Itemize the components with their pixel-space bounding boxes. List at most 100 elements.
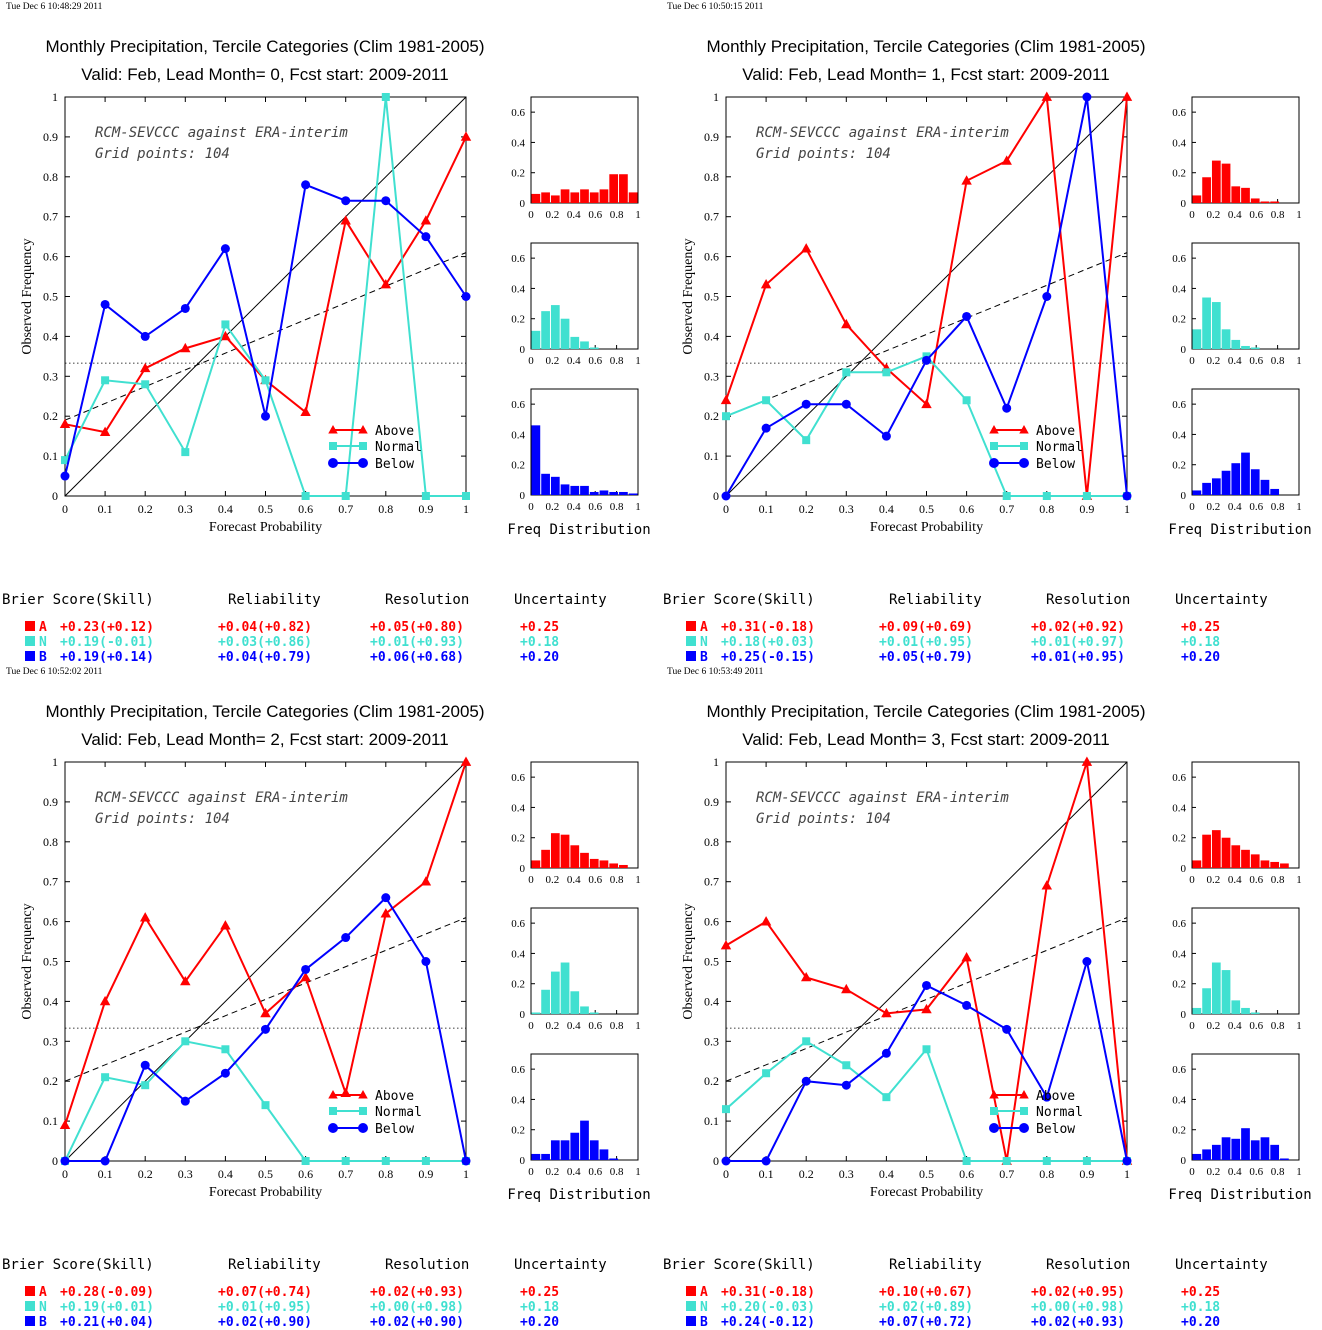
point-below [301, 180, 311, 190]
point-above [460, 131, 472, 141]
point-above [1001, 155, 1012, 165]
legend-label-below: Below [1036, 1122, 1075, 1137]
histogram-bar-above [1270, 201, 1280, 203]
histogram-x-tick-label: 0.6 [1249, 209, 1263, 221]
histogram-x-tick-label: 1 [635, 501, 641, 513]
histogram-bar-above [1250, 854, 1260, 868]
point-below [341, 196, 351, 206]
y-tick-label: 1 [713, 755, 719, 769]
y-tick-label: 0.2 [43, 409, 58, 423]
histogram-bar-below [599, 490, 609, 495]
point-above [139, 912, 151, 922]
point-below [922, 980, 931, 990]
point-normal [962, 1157, 971, 1165]
histogram-bar-normal [1211, 962, 1221, 1014]
score-value-normal-1: +0.01(+0.95) [218, 1300, 312, 1315]
histogram-normal: 0 0.2 0.4 0.6 0 0.2 0.4 0.6 0.8 1 [511, 242, 641, 367]
point-above [841, 983, 852, 994]
point-normal [1082, 492, 1091, 500]
histogram-bar-below [1192, 1153, 1202, 1160]
point-above [220, 330, 231, 341]
histogram-y-tick-label: 0.6 [511, 918, 525, 930]
y-tick-label: 0.1 [43, 449, 58, 463]
score-letter-below: B [700, 1315, 708, 1330]
histogram-y-tick-label: 0.2 [511, 314, 525, 326]
point-normal [722, 412, 730, 421]
histogram-x-tick-label: 0.8 [1271, 874, 1285, 886]
histogram-y-tick-label: 0.2 [1172, 979, 1186, 991]
timestamp: Tue Dec 6 10:52:02 2011 [6, 667, 103, 677]
point-above [300, 406, 311, 417]
point-below [461, 1156, 471, 1166]
score-header-0: Brier Score(Skill) [663, 1257, 815, 1273]
score-value-normal-1: +0.03(+0.86) [218, 635, 312, 650]
score-swatch-normal [25, 636, 35, 646]
legend-marker-above [1019, 1090, 1029, 1099]
point-above [760, 916, 772, 926]
histogram-y-tick-label: 0 [1181, 344, 1187, 356]
point-normal [181, 1037, 190, 1046]
x-tick-label: 0.8 [378, 1167, 393, 1181]
legend-marker-above [1019, 425, 1029, 434]
histogram-y-tick-label: 0.4 [511, 1094, 525, 1106]
perfect-reliability-line [725, 761, 1128, 1162]
y-axis-label: Observed Frequency [20, 238, 35, 354]
score-value-above-2: +0.05(+0.80) [370, 620, 464, 635]
histogram-bar-below [550, 476, 560, 495]
no-skill-line [64, 917, 467, 1082]
point-above [1041, 91, 1053, 101]
point-below [100, 299, 110, 309]
point-above [800, 971, 812, 982]
y-tick-label: 0.8 [43, 835, 58, 849]
legend-label-above: Above [375, 1089, 414, 1104]
histogram-y-tick-label: 0.6 [1172, 772, 1186, 784]
histogram-x-tick-label: 0.6 [588, 209, 602, 221]
histogram-bar-below [1270, 1144, 1280, 1160]
y-tick-label: 0.2 [43, 1074, 58, 1088]
score-value-normal-3: +0.18 [1181, 1300, 1220, 1315]
score-value-normal-3: +0.18 [520, 1300, 559, 1315]
x-tick-label: 0.7 [338, 1167, 353, 1181]
histogram-bar-below [1211, 478, 1221, 495]
legend-label-above: Above [375, 424, 414, 439]
point-above [1041, 880, 1053, 890]
histogram-y-tick-label: 0 [520, 490, 526, 502]
score-header-2: Resolution [385, 592, 469, 608]
chart-subtitle: Valid: Feb, Lead Month= 0, Fcst start: 2… [81, 65, 448, 84]
histogram-bar-normal [1250, 347, 1260, 349]
histogram-y-tick-label: 0.4 [1172, 802, 1186, 814]
score-header-3: Uncertainty [1175, 592, 1268, 608]
point-below [881, 1048, 891, 1058]
point-above [720, 394, 732, 405]
score-value-below-0: +0.19(+0.14) [60, 650, 154, 665]
histogram-bar-above [1202, 834, 1211, 868]
histogram-above: 0 0.2 0.4 0.6 0 0.2 0.4 0.6 0.8 1 [511, 761, 641, 886]
point-above [300, 971, 311, 982]
legend-marker-normal [359, 1107, 367, 1115]
histogram-x-tick-label: 0.4 [1228, 874, 1242, 886]
freq-distribution-label: Freq Distribution [507, 522, 650, 538]
histogram-y-tick-label: 0.4 [1172, 948, 1186, 960]
x-tick-label: 0.4 [218, 1167, 233, 1181]
point-normal [1002, 492, 1011, 500]
y-tick-label: 0.4 [43, 329, 58, 343]
score-value-normal-0: +0.19(+0.01) [60, 1300, 154, 1315]
reliability-panel-4: Tue Dec 6 10:53:49 2011 Monthly Precipita… [663, 667, 1312, 1330]
histogram-bar-above [531, 193, 541, 203]
histogram-bar-normal [1221, 970, 1231, 1014]
annotation-gridpoints: Grid points: 104 [756, 146, 891, 162]
histogram-bar-above [580, 189, 589, 203]
y-tick-label: 0.8 [704, 170, 719, 184]
histogram-bar-normal [570, 336, 580, 349]
histogram-y-tick-label: 0.2 [511, 979, 525, 991]
histogram-bar-above [1192, 195, 1202, 203]
x-tick-label: 0 [62, 1167, 68, 1181]
point-normal [341, 1157, 350, 1165]
legend-marker-below [989, 1123, 999, 1133]
histogram-bar-below [531, 425, 541, 495]
histogram-above: 0 0.2 0.4 0.6 0 0.2 0.4 0.6 0.8 1 [1172, 96, 1302, 221]
histogram-bar-above [1280, 863, 1289, 868]
histogram-bar-above [550, 833, 560, 868]
point-below [261, 1024, 270, 1034]
point-below [962, 1000, 972, 1010]
